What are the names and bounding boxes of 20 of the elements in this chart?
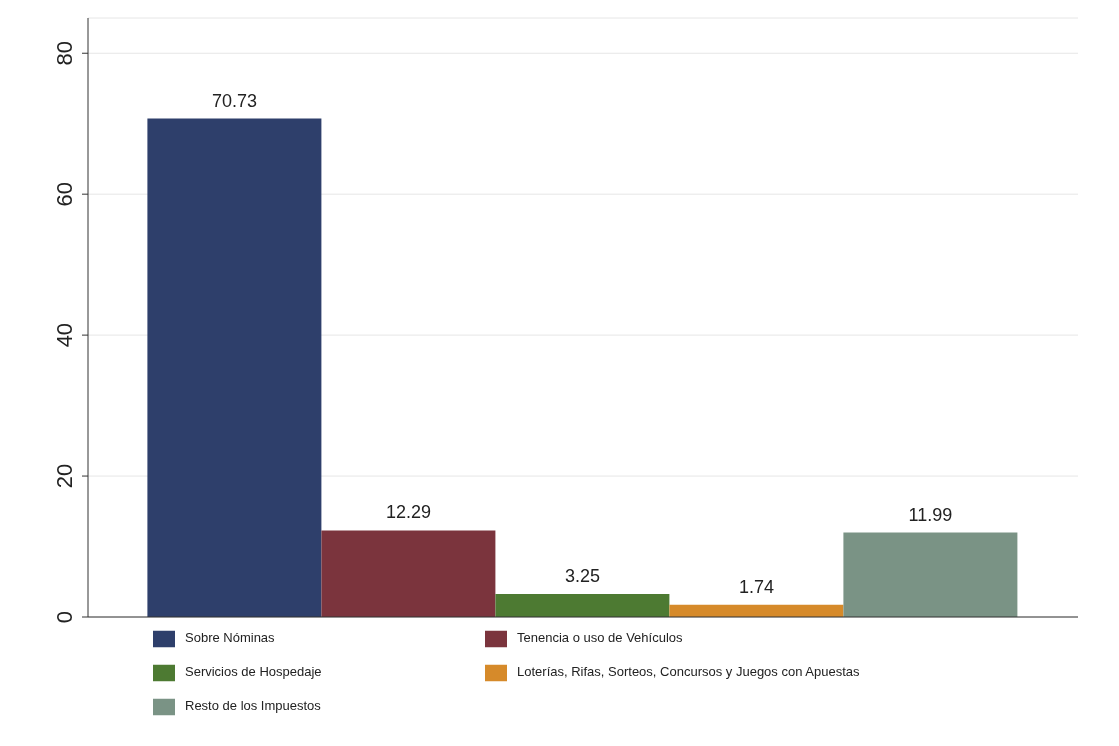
legend-label: Resto de los Impuestos — [184, 697, 322, 715]
bar — [147, 118, 322, 617]
y-tick-label: 40 — [52, 322, 77, 348]
y-tick-label: 60 — [52, 181, 77, 207]
legend-label: Servicios de Hospedaje — [184, 663, 323, 681]
data-label: 3.25 — [564, 566, 600, 587]
data-label: 70.73 — [211, 90, 257, 111]
bar — [495, 594, 670, 617]
data-label: 12.29 — [385, 502, 431, 523]
y-tick-label: 80 — [52, 40, 77, 66]
data-label: 11.99 — [908, 504, 953, 525]
bar — [669, 604, 844, 617]
bar — [321, 530, 496, 617]
y-tick-label: 20 — [52, 463, 77, 489]
legend-label: Sobre Nóminas — [184, 629, 276, 647]
y-tick-label: 0 — [52, 610, 77, 624]
legend-label: Loterías, Rifas, Sorteos, Concursos y Juegos con Apuestas — [516, 663, 861, 681]
legend-label: Tenencia o uso de Vehículos — [516, 629, 684, 647]
data-label: 1.74 — [738, 576, 774, 597]
bar — [843, 532, 1018, 617]
